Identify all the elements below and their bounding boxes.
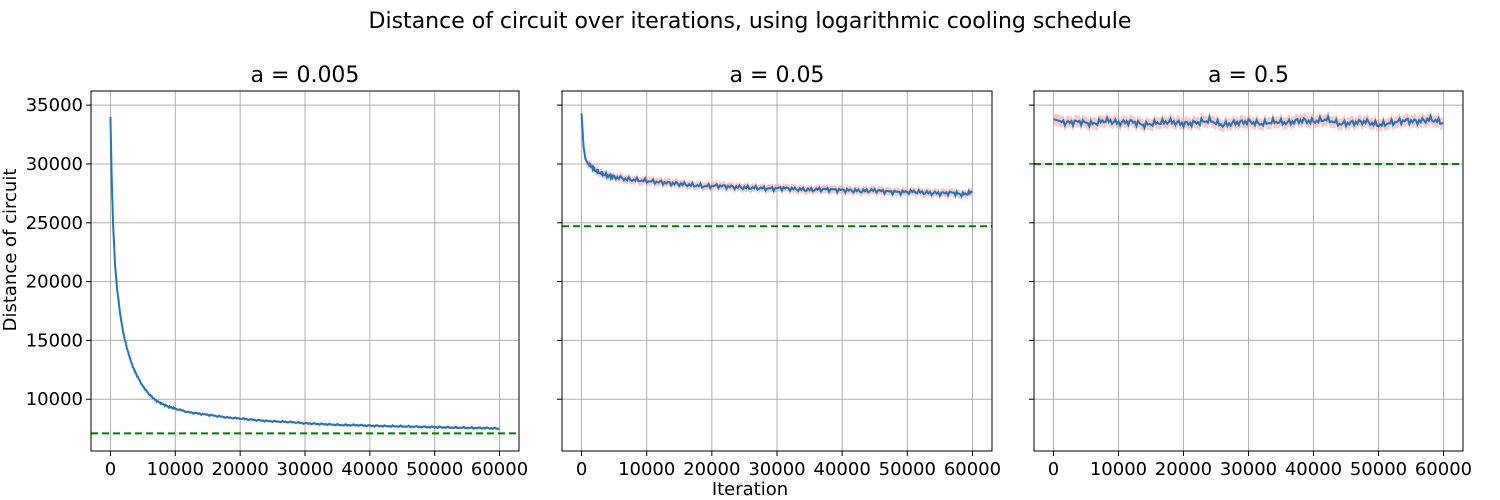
y-tick-label: 10000 xyxy=(26,389,83,410)
series-line xyxy=(580,113,973,199)
figure-title: Distance of circuit over iterations, usi… xyxy=(369,9,1132,34)
x-tick-label: 0 xyxy=(576,459,587,480)
x-axis-label: Iteration xyxy=(712,479,788,500)
x-tick-label: 20000 xyxy=(1155,459,1212,480)
y-axis-label: Distance of circuit xyxy=(0,169,21,332)
x-tick-label: 0 xyxy=(105,459,116,480)
x-tick-label: 40000 xyxy=(814,459,871,480)
x-tick-label: 50000 xyxy=(406,459,463,480)
subplot-3: 0 10000 20000 30000 40000 50000 60000 a = 0.5 xyxy=(1029,63,1472,480)
y-tick-label: 30000 xyxy=(26,154,83,175)
x-tick-label: 10000 xyxy=(147,459,204,480)
x-tick-label: 20000 xyxy=(683,459,740,480)
x-tick-label: 60000 xyxy=(471,459,528,480)
x-tick-label: 0 xyxy=(1048,459,1059,480)
y-tick-label: 25000 xyxy=(26,213,83,234)
x-tick-label: 10000 xyxy=(1090,459,1147,480)
x-tick-label: 60000 xyxy=(1415,459,1472,480)
x-tick-label: 50000 xyxy=(879,459,936,480)
subplot-1: 0 10000 20000 30000 40000 50000 60000 10000 1500… xyxy=(26,63,528,480)
x-tick-label: 20000 xyxy=(212,459,269,480)
x-tick-label: 10000 xyxy=(618,459,675,480)
x-tick-label: 40000 xyxy=(341,459,398,480)
series-line xyxy=(109,116,500,431)
subplots: 0 10000 20000 30000 40000 50000 60000 10000 1500… xyxy=(26,63,1472,480)
series-band xyxy=(581,109,973,201)
subplot-2: 0 10000 20000 30000 40000 50000 60000 a = 0.05 xyxy=(557,63,1001,480)
x-tick-label: 50000 xyxy=(1350,459,1407,480)
subplot-title: a = 0.05 xyxy=(730,63,825,88)
x-tick-label: 30000 xyxy=(1220,459,1277,480)
x-tick-label: 30000 xyxy=(276,459,333,480)
subplot-title: a = 0.5 xyxy=(1208,63,1289,88)
x-tick-label: 30000 xyxy=(748,459,805,480)
x-tick-label: 60000 xyxy=(944,459,1001,480)
y-tick-label: 15000 xyxy=(26,330,83,351)
subplot-title: a = 0.005 xyxy=(251,63,360,88)
x-tick-label: 40000 xyxy=(1285,459,1342,480)
series-line xyxy=(1053,113,1444,131)
y-tick-label: 35000 xyxy=(26,95,83,116)
y-tick-label: 20000 xyxy=(26,272,83,293)
